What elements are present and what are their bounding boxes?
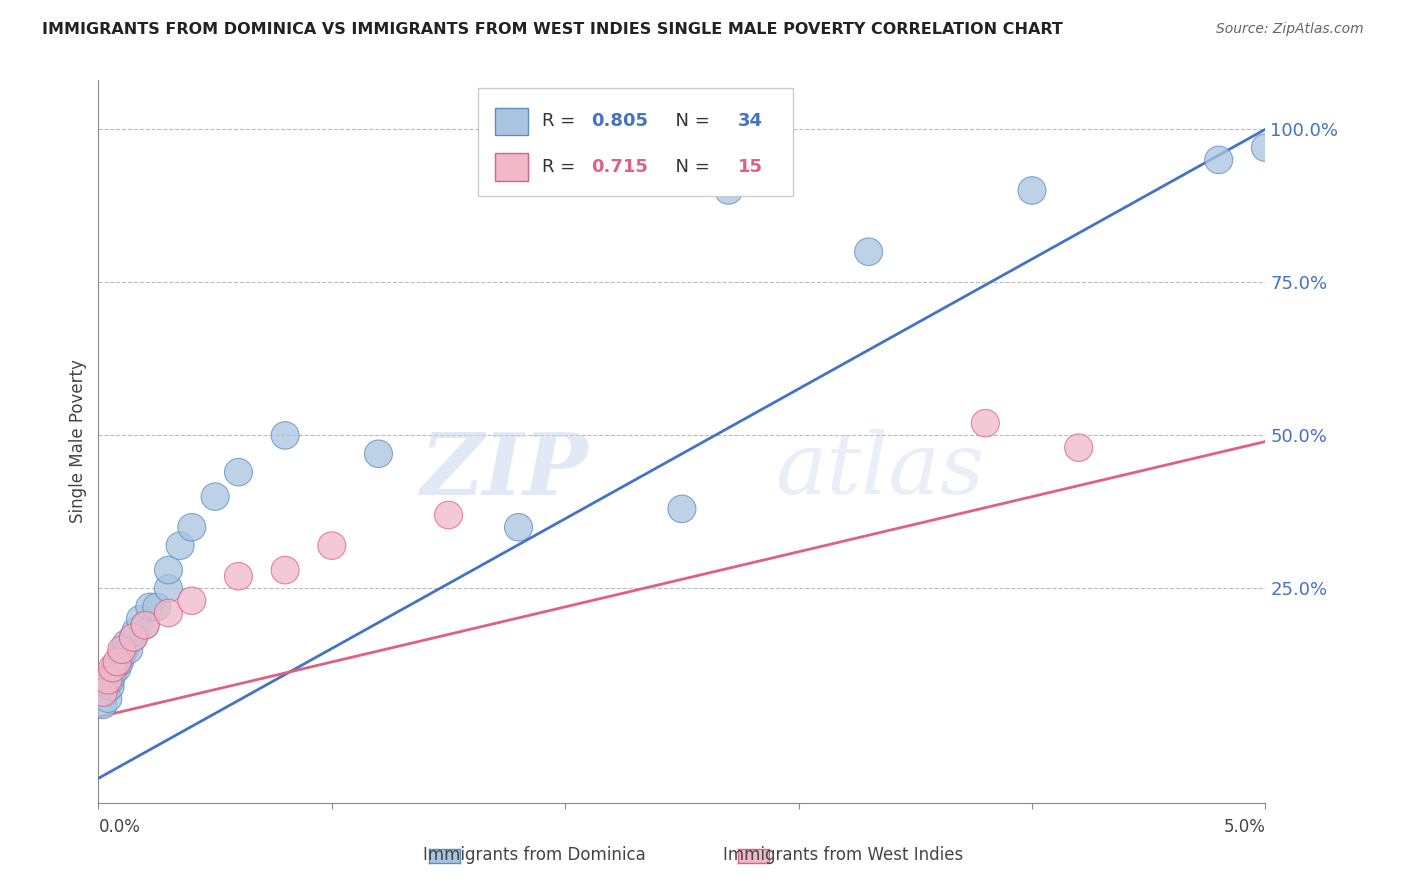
Ellipse shape [434,501,463,529]
Ellipse shape [271,557,299,584]
Ellipse shape [112,630,141,657]
Ellipse shape [136,593,163,621]
Bar [495,153,527,181]
Ellipse shape [364,440,392,467]
Ellipse shape [1018,177,1046,204]
Ellipse shape [103,655,131,681]
Ellipse shape [89,679,117,706]
Ellipse shape [855,238,883,266]
Text: 5.0%: 5.0% [1223,818,1265,836]
Ellipse shape [105,648,134,676]
Ellipse shape [127,606,155,633]
Text: 15: 15 [738,158,763,176]
Text: Immigrants from Dominica: Immigrants from Dominica [423,846,645,863]
Ellipse shape [103,648,131,676]
Ellipse shape [505,514,533,541]
Ellipse shape [131,611,159,639]
Ellipse shape [177,587,205,615]
Ellipse shape [668,495,696,523]
Text: IMMIGRANTS FROM DOMINICA VS IMMIGRANTS FROM WEST INDIES SINGLE MALE POVERTY CORR: IMMIGRANTS FROM DOMINICA VS IMMIGRANTS F… [42,22,1063,37]
Ellipse shape [89,691,117,719]
Bar [495,108,527,136]
Ellipse shape [91,679,120,706]
Ellipse shape [972,409,1000,437]
Ellipse shape [120,624,148,651]
Text: atlas: atlas [775,429,984,512]
Ellipse shape [714,177,742,204]
Text: 0.715: 0.715 [591,158,648,176]
Ellipse shape [201,483,229,510]
Ellipse shape [271,422,299,450]
Ellipse shape [94,666,122,694]
FancyBboxPatch shape [478,87,793,196]
Text: 0.805: 0.805 [591,112,648,130]
Text: 0.0%: 0.0% [98,818,141,836]
Text: Immigrants from West Indies: Immigrants from West Indies [724,846,963,863]
Text: R =: R = [541,158,581,176]
Ellipse shape [115,636,143,664]
Ellipse shape [94,685,122,713]
Ellipse shape [143,593,170,621]
Ellipse shape [166,532,194,559]
Ellipse shape [98,660,127,688]
Ellipse shape [108,642,136,670]
Ellipse shape [96,666,124,694]
Text: N =: N = [665,158,716,176]
Text: ZIP: ZIP [420,429,589,512]
Ellipse shape [98,655,127,681]
Ellipse shape [120,624,148,651]
Text: 34: 34 [738,112,763,130]
Ellipse shape [101,655,129,681]
Text: N =: N = [665,112,716,130]
Ellipse shape [155,599,183,627]
Ellipse shape [225,563,253,590]
Ellipse shape [155,557,183,584]
Ellipse shape [108,636,136,664]
Ellipse shape [131,611,159,639]
Ellipse shape [177,514,205,541]
Ellipse shape [1064,434,1092,461]
Text: R =: R = [541,112,581,130]
Ellipse shape [96,673,124,700]
Ellipse shape [318,532,346,559]
Ellipse shape [110,636,138,664]
Ellipse shape [122,617,150,645]
Y-axis label: Single Male Poverty: Single Male Poverty [69,359,87,524]
Ellipse shape [1251,134,1279,161]
Ellipse shape [155,574,183,602]
Text: Source: ZipAtlas.com: Source: ZipAtlas.com [1216,22,1364,37]
Ellipse shape [1205,146,1233,174]
Ellipse shape [225,458,253,486]
